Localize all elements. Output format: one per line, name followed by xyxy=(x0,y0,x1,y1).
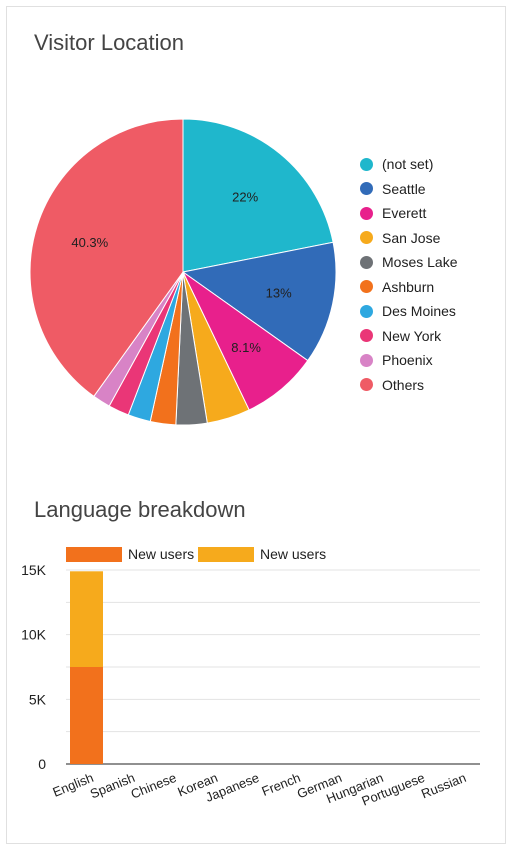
bar-english-series-1 xyxy=(70,571,103,667)
pie-legend-label: Everett xyxy=(382,205,427,222)
pie-legend-item: (not set) xyxy=(360,152,457,177)
pie-data-label: 22% xyxy=(232,189,258,204)
pie-chart-title: Visitor Location xyxy=(34,30,185,55)
x-tick-label: Spanish xyxy=(88,770,137,802)
pie-legend-item: Phoenix xyxy=(360,348,457,373)
legend-dot xyxy=(360,255,373,269)
pie-legend-label: Phoenix xyxy=(382,352,433,369)
pie-legend: (not set) Seattle Everett San Jose Moses Lak… xyxy=(360,152,457,397)
legend-dot xyxy=(360,280,373,294)
pie-legend-label: Des Moines xyxy=(382,303,456,320)
legend-dot xyxy=(360,231,373,245)
pie-slice-0 xyxy=(182,118,334,273)
pie-data-label: 40.3% xyxy=(71,235,108,250)
y-tick-label: 0 xyxy=(38,756,46,772)
legend-dot xyxy=(360,378,373,392)
bar-legend-item: New users xyxy=(66,546,194,562)
pie-legend-item: Everett xyxy=(360,201,457,226)
pie-legend-label: San Jose xyxy=(382,229,441,246)
legend-dot xyxy=(360,329,373,343)
pie-data-label: 8.1% xyxy=(231,340,261,355)
pie-legend-item: Seattle xyxy=(360,177,457,202)
y-tick-label: 15K xyxy=(21,562,47,578)
pie-legend-label: Moses Lake xyxy=(382,254,458,271)
pie-legend-item: Moses Lake xyxy=(360,250,457,275)
bar-legend-label: New users xyxy=(260,546,327,562)
x-tick-label: Chinese xyxy=(129,770,179,802)
pie-data-label: 13% xyxy=(266,286,292,301)
bar-legend-label: New users xyxy=(128,546,195,562)
y-tick-label: 10K xyxy=(21,627,47,643)
bar-legend-swatch xyxy=(198,546,254,562)
pie-legend-item: Ashburn xyxy=(360,275,457,300)
bar-legend-swatch xyxy=(66,546,122,562)
bar-english-series-0 xyxy=(70,667,103,764)
legend-dot xyxy=(360,353,373,367)
pie-legend-item: Others xyxy=(360,373,457,398)
bar-legend-item: New users xyxy=(198,546,326,562)
pie-legend-label: Ashburn xyxy=(382,278,435,295)
legend-dot xyxy=(360,182,373,196)
pie-legend-label: New York xyxy=(382,327,442,344)
bar-chart-title: Language breakdown xyxy=(34,497,246,522)
pie-legend-label: (not set) xyxy=(382,156,434,173)
pie-legend-item: New York xyxy=(360,324,457,349)
legend-dot xyxy=(360,206,373,220)
pie-slice-9 xyxy=(29,118,184,398)
pie-legend-item: San Jose xyxy=(360,226,457,251)
x-tick-label: Russian xyxy=(419,770,468,802)
pie-legend-label: Seattle xyxy=(382,180,426,197)
pie-slice-1 xyxy=(181,241,337,362)
legend-dot xyxy=(360,157,373,171)
x-tick-label: English xyxy=(50,770,95,800)
y-tick-label: 5K xyxy=(29,691,47,707)
pie-legend-label: Others xyxy=(382,376,425,393)
x-tick-label: French xyxy=(259,770,302,799)
legend-dot xyxy=(360,304,373,318)
pie-legend-item: Des Moines xyxy=(360,299,457,324)
